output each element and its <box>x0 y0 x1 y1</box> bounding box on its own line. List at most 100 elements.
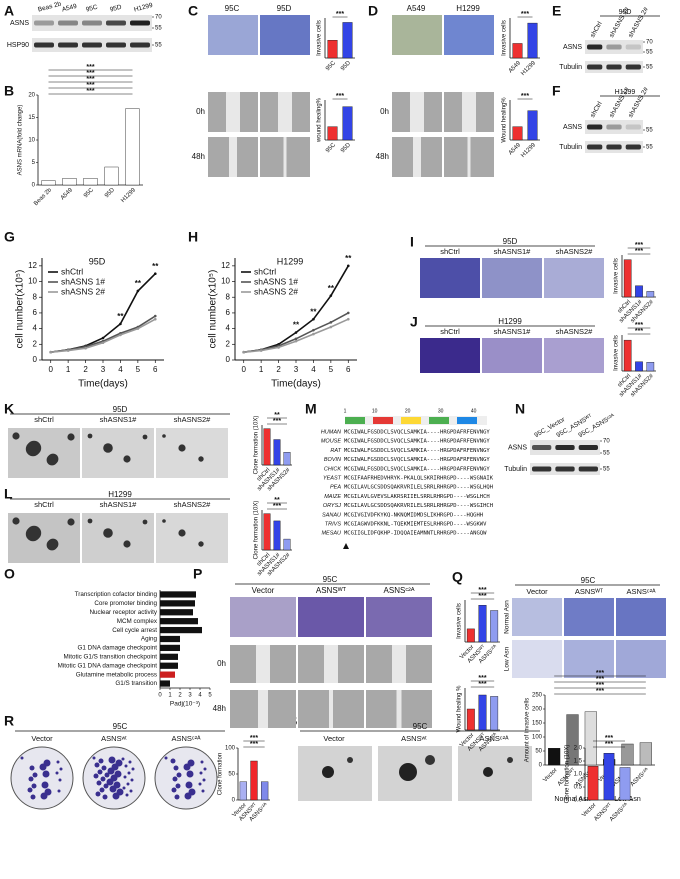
invasion-image <box>230 597 296 637</box>
significance: *** <box>521 11 529 18</box>
panel-letter: O <box>4 566 15 582</box>
y-axis-label: Wound healing% <box>502 97 508 143</box>
y-tick-label: 0 <box>226 355 231 364</box>
colony <box>12 517 20 525</box>
point <box>346 317 350 321</box>
colony <box>483 767 493 777</box>
x-tick-label: 95C <box>325 142 337 154</box>
colony <box>203 767 207 771</box>
group-title: 95D <box>503 237 518 246</box>
blot-band <box>625 64 641 70</box>
column-label: ASNSᵂᵀ <box>575 587 604 596</box>
significance: *** <box>336 11 344 18</box>
bar <box>342 106 353 141</box>
ruler-label: 40 <box>471 408 477 414</box>
panel-letter: I <box>410 234 414 250</box>
bar <box>548 748 561 766</box>
bar <box>104 166 119 186</box>
y-tick-label: 50 <box>228 772 235 778</box>
column-label: shASNS1# <box>100 500 138 509</box>
significance: ** <box>274 497 280 504</box>
x-tick-label: Vector <box>542 767 558 783</box>
significance: *** <box>635 328 643 335</box>
colony <box>347 757 353 763</box>
wound-gap <box>283 137 287 177</box>
point <box>259 349 263 352</box>
point <box>312 332 315 336</box>
point <box>119 333 122 337</box>
y-tick-label: Nuclear receptor activity <box>89 609 157 616</box>
image <box>512 598 562 636</box>
bar <box>527 22 538 59</box>
point <box>329 321 333 324</box>
colony <box>176 772 182 778</box>
species-label: PEA <box>330 485 341 491</box>
group-title: 95C <box>413 722 428 731</box>
column-label: shASNS2# <box>556 327 594 336</box>
panel-letter: Q <box>452 569 463 585</box>
y-tick-label: Cell cycle arrest <box>112 627 157 634</box>
y-tick-label: 4 <box>33 324 38 333</box>
y-tick-label: 10 <box>28 138 35 144</box>
bar <box>490 610 499 643</box>
bar <box>566 714 579 766</box>
logo-block <box>345 417 365 424</box>
colony <box>121 757 125 761</box>
colony <box>87 433 93 439</box>
panel-letter: K <box>4 401 14 417</box>
significance: *** <box>478 587 486 594</box>
colony <box>25 441 41 457</box>
column-label: shCtrl <box>440 247 460 256</box>
blot <box>32 15 152 31</box>
y-axis-label: cell number(x10⁵) <box>15 270 26 349</box>
blot-band <box>130 20 150 26</box>
blot-band <box>555 466 575 472</box>
y-tick-label: 2 <box>226 339 231 348</box>
lane-label: 95D <box>109 4 123 14</box>
bar <box>512 43 523 59</box>
colony <box>199 771 203 775</box>
point <box>136 327 140 330</box>
colony <box>128 760 132 764</box>
group-title: 95C <box>323 575 338 584</box>
y-tick-label: 0 <box>32 183 36 189</box>
blot-row-label: ASNS <box>10 20 29 27</box>
colony <box>127 771 131 775</box>
y-tick-label: 12 <box>28 261 37 270</box>
plate <box>154 746 218 810</box>
logo-block <box>429 417 449 424</box>
blot-band <box>532 466 552 472</box>
y-tick-label: 8 <box>226 292 231 301</box>
column-label: shASNS2# <box>174 415 212 424</box>
bar <box>623 339 632 372</box>
x-tick-label: 2 <box>276 365 281 374</box>
significance: *** <box>86 64 94 71</box>
bar <box>273 439 281 466</box>
blot-row-label: Tubulin <box>559 144 582 151</box>
bar <box>342 22 353 59</box>
blot-band <box>625 44 641 50</box>
point <box>84 346 87 350</box>
significance: *** <box>521 93 529 100</box>
colony <box>198 456 204 462</box>
bar <box>466 628 475 643</box>
bar <box>527 110 538 141</box>
invasion-image <box>392 15 442 55</box>
blot-band <box>625 124 641 130</box>
blot-band <box>34 20 54 26</box>
point <box>329 325 333 329</box>
bar <box>160 635 180 643</box>
bar <box>160 600 195 607</box>
colony <box>30 794 36 800</box>
bar <box>327 40 338 59</box>
colony <box>104 772 110 778</box>
y-tick-label: Transcription cofactor binding <box>75 591 158 598</box>
image <box>544 338 604 373</box>
wound-gap <box>396 690 402 728</box>
colony <box>425 755 435 765</box>
colony <box>95 791 101 797</box>
colony <box>29 765 35 771</box>
row-label: 0h <box>196 107 205 116</box>
column-label: shASNS1# <box>494 247 532 256</box>
marker-label: 70 <box>646 40 653 46</box>
